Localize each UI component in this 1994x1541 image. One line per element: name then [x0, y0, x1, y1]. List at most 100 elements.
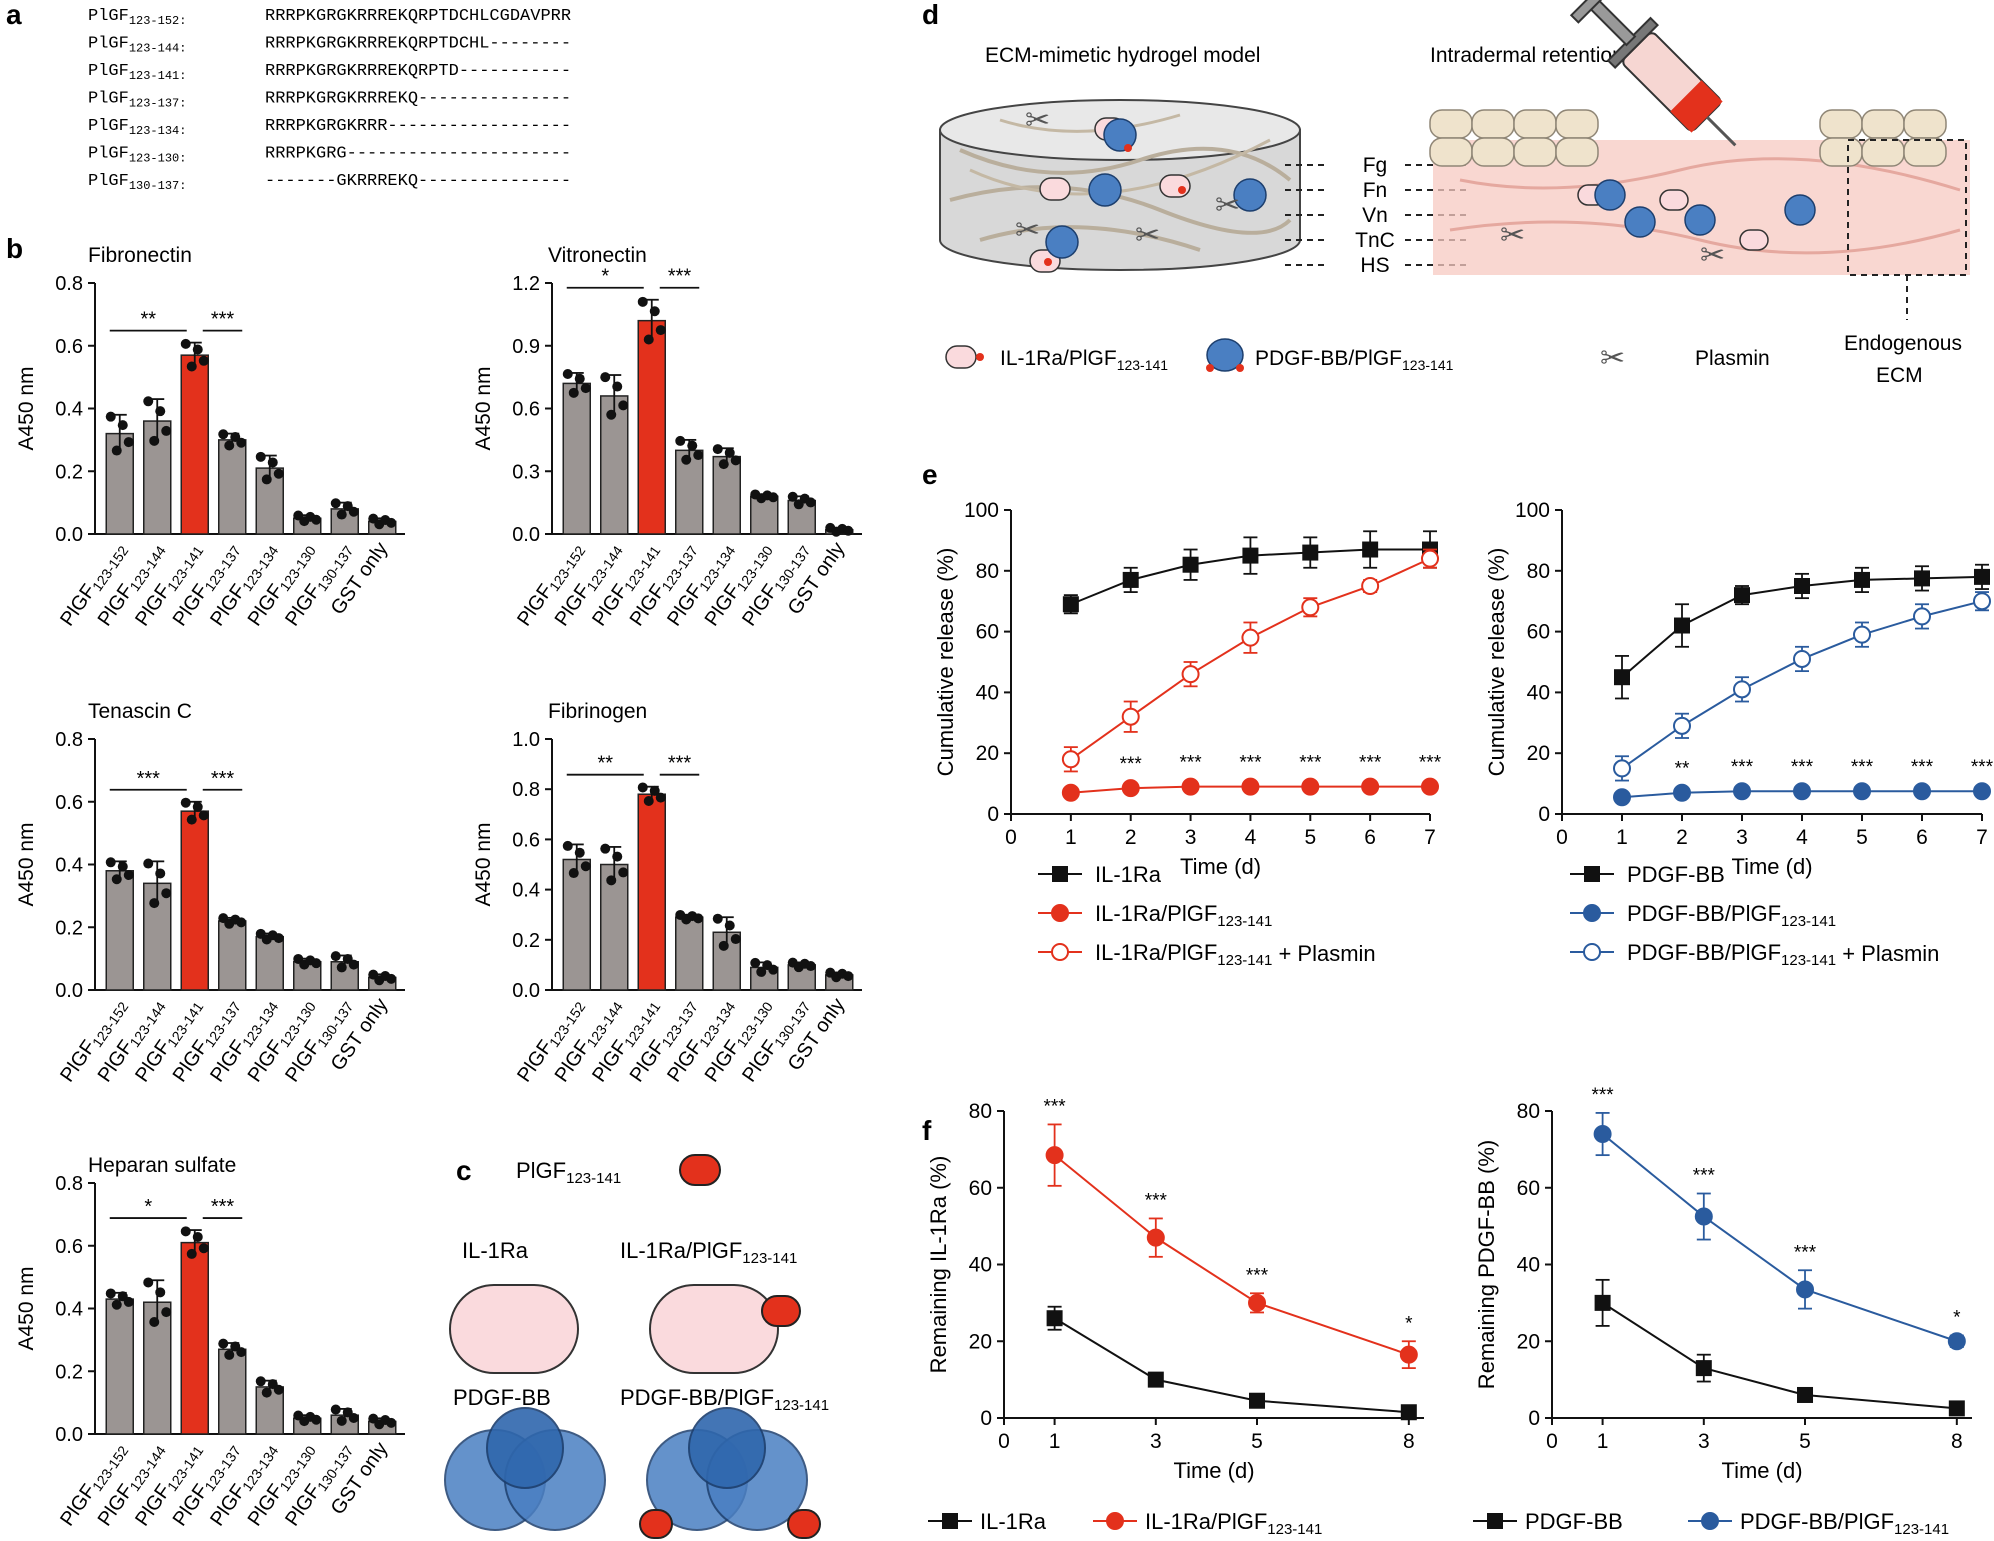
data-point — [1694, 1207, 1713, 1226]
data-point — [386, 1417, 397, 1428]
bar — [105, 870, 134, 991]
sequence-name: PlGF123-134: — [88, 117, 186, 138]
legend-marker — [1583, 904, 1601, 922]
x-tick-label: 5 — [1799, 1430, 1811, 1453]
data-point — [336, 1415, 347, 1426]
y-tick-label: 80 — [1517, 1100, 1540, 1123]
data-point — [1146, 1228, 1165, 1247]
sequence-residues: RRRPKGRGKRRREKQRPTDCHLCGDAVPRR — [265, 7, 571, 26]
ecm-label: HS — [1360, 254, 1389, 277]
il1ra-shape — [449, 1284, 579, 1374]
y-tick-label: 60 — [1517, 1177, 1540, 1200]
data-point — [224, 440, 235, 451]
y-tick-label: 80 — [969, 1100, 992, 1123]
data-point — [161, 888, 172, 899]
ecm-label: Vn — [1362, 204, 1388, 227]
data-point — [386, 973, 397, 984]
data-point — [724, 920, 735, 931]
sequence-name: PlGF123-141: — [88, 62, 186, 83]
y-tick-label: 0.0 — [55, 1424, 83, 1446]
data-point — [574, 847, 585, 858]
ecm-label: Fn — [1363, 179, 1388, 202]
legend-f-right-text-sub: 123-141 — [1894, 1521, 1949, 1538]
y-tick-label: 0 — [987, 803, 999, 826]
sequence-name: PlGF130-137: — [88, 172, 186, 193]
sequence-residues: RRRPKGRGKRRREKQRPTDCHL-------- — [265, 35, 571, 54]
significance-label: *** — [1851, 757, 1874, 778]
y-tick-label: 0 — [1528, 1407, 1540, 1430]
significance-label: *** — [668, 753, 692, 775]
data-point — [105, 857, 116, 868]
data-point — [180, 338, 191, 349]
y-tick-label: 0.8 — [512, 779, 540, 801]
y-tick-label: 1.2 — [512, 273, 540, 295]
y-tick-label: 40 — [969, 1254, 992, 1277]
data-point — [273, 1384, 284, 1395]
hydrogel-cylinder — [939, 99, 1301, 271]
data-point — [768, 492, 779, 503]
data-point — [149, 1316, 160, 1327]
legend-e-left-text-main: IL-1Ra — [1095, 862, 1162, 887]
data-point — [105, 1288, 116, 1299]
sequence-name-sub: 123-152: — [129, 14, 187, 28]
data-point — [143, 1277, 154, 1288]
x-tick-label: 6 — [1916, 826, 1928, 849]
y-tick-label: 20 — [1517, 1330, 1540, 1353]
y-tick-label: 60 — [1527, 621, 1550, 644]
bar — [600, 395, 629, 535]
significance-label: *** — [668, 266, 692, 288]
bar — [255, 935, 284, 991]
x-tick-label: 0 — [1556, 826, 1568, 849]
x-tick-label: 3 — [1150, 1430, 1162, 1453]
data-point — [1400, 1404, 1417, 1421]
data-point — [330, 1404, 341, 1415]
x-tick-label: 5 — [1856, 826, 1868, 849]
x-tick-label: 1 — [1049, 1430, 1061, 1453]
significance-label: * — [1405, 1313, 1413, 1334]
scissors-icon: ✂ — [1015, 214, 1040, 247]
panel-label-d: d — [922, 0, 939, 30]
sequence-name-main: PlGF — [88, 35, 129, 54]
y-tick-label: 40 — [1527, 681, 1550, 704]
y-axis-label: A450 nm — [15, 1266, 38, 1350]
data-point — [1913, 782, 1931, 801]
y-tick-label: 0 — [1538, 803, 1550, 826]
data-point — [1147, 1371, 1164, 1388]
data-point — [1733, 680, 1751, 699]
data-point — [111, 1299, 122, 1310]
scissors-icon: ✂ — [1700, 239, 1725, 272]
significance-label: *** — [1911, 757, 1934, 778]
data-point — [198, 355, 209, 366]
data-point — [649, 785, 660, 796]
data-point — [693, 913, 704, 924]
scissors-icon: ✂ — [1025, 104, 1050, 137]
y-tick-label: 0.4 — [512, 880, 540, 902]
x-tick-label: 2 — [1125, 826, 1137, 849]
legend-f-right-text: PDGF-BB — [1525, 1509, 1623, 1534]
data-point — [787, 491, 798, 502]
data-point — [1948, 1400, 1965, 1417]
data-point — [1121, 707, 1140, 726]
il1ra-fusion-label: IL-1Ra/PlGF123-141 — [620, 1238, 797, 1267]
data-point — [180, 797, 191, 808]
data-point — [643, 334, 654, 345]
data-point — [637, 782, 648, 793]
data-point — [606, 409, 617, 420]
data-point — [123, 870, 134, 881]
data-point — [1361, 777, 1380, 796]
x-tick-label: 5 — [1304, 826, 1316, 849]
data-point — [117, 420, 128, 431]
data-point — [568, 387, 579, 398]
y-tick-label: 100 — [964, 499, 999, 522]
bar — [218, 439, 247, 535]
data-point — [1797, 1386, 1814, 1403]
data-point — [1695, 1360, 1712, 1377]
data-point — [687, 440, 698, 451]
sequence-name-sub: 123-144: — [129, 42, 187, 56]
legend-suffix: + Plasmin — [1272, 941, 1375, 966]
data-point — [255, 451, 266, 462]
significance-label: *** — [1179, 753, 1202, 774]
data-point — [1733, 782, 1751, 801]
data-point — [149, 435, 160, 446]
